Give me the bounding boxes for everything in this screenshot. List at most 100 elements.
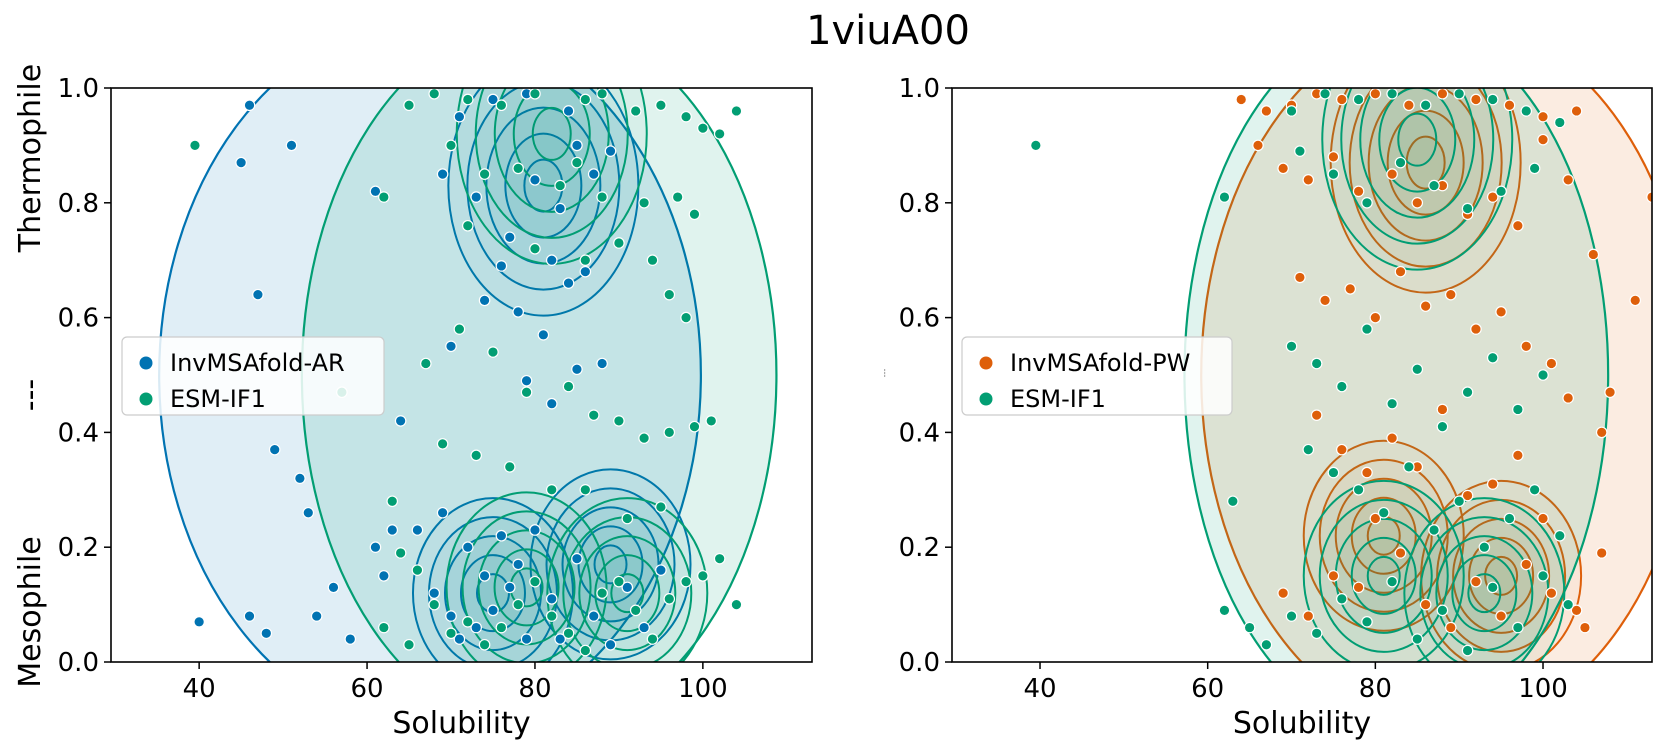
data-point (369, 185, 382, 198)
data-point (512, 558, 524, 571)
data-point (252, 288, 264, 301)
data-point (1495, 610, 1507, 622)
data-point (663, 426, 676, 439)
data-point (487, 604, 499, 617)
data-point (1486, 351, 1499, 364)
data-point (545, 254, 558, 267)
x-tick-label: 60 (1191, 674, 1224, 704)
legend-box (961, 336, 1233, 416)
kde-contour-ring (1397, 112, 1438, 167)
data-point (638, 621, 650, 634)
data-point (1285, 340, 1298, 353)
data-point (478, 570, 491, 582)
data-point (189, 139, 201, 152)
data-point (1537, 570, 1549, 582)
data-point (562, 105, 575, 117)
data-point (1319, 88, 1331, 100)
data-point (1436, 88, 1449, 100)
data-point (545, 397, 558, 410)
data-point (571, 363, 583, 376)
points-invmsafold-ar (193, 88, 667, 651)
kde-contour-ring (474, 88, 629, 239)
data-point (730, 598, 743, 611)
data-point (596, 587, 608, 599)
right-panel: 40 60 80 100 0.0 0.2 0.4 0.6 0.8 1.0 Solubility ---… (880, 74, 1653, 741)
x-tick-label: 100 (1518, 674, 1568, 704)
y-axis-label-thermophile: Thermophile (13, 64, 48, 253)
data-point (1310, 357, 1323, 370)
data-point (512, 598, 524, 611)
data-point (1403, 461, 1415, 473)
data-point (1486, 478, 1499, 490)
data-point (663, 593, 676, 605)
data-point (604, 638, 617, 651)
data-point (386, 524, 399, 536)
data-point (638, 197, 650, 209)
data-point (1537, 133, 1549, 146)
data-point (1319, 294, 1331, 307)
kde-contour-ring (1302, 439, 1465, 632)
data-point (1595, 426, 1608, 439)
data-point (1361, 323, 1373, 335)
data-point (1495, 185, 1507, 198)
kde-contour-ring (493, 88, 610, 213)
data-point (445, 627, 457, 640)
data-point (680, 110, 692, 123)
data-point (378, 621, 390, 634)
data-point (713, 128, 726, 140)
data-point (1629, 294, 1642, 307)
data-point (1394, 547, 1407, 559)
data-point (478, 168, 491, 180)
data-point (537, 329, 550, 341)
data-point (461, 219, 474, 232)
data-point (285, 139, 298, 152)
data-point (562, 277, 575, 289)
data-point (571, 139, 583, 152)
data-point (529, 174, 541, 186)
data-point (587, 610, 600, 622)
data-point (1327, 151, 1340, 163)
data-point (1386, 432, 1398, 444)
data-point (1394, 265, 1407, 278)
data-point (512, 162, 524, 175)
kde-contour-ring (1340, 88, 1495, 245)
data-point (1336, 443, 1348, 456)
data-point (1646, 191, 1652, 203)
right-panel-axes-frame (951, 87, 1653, 663)
data-point (310, 610, 323, 622)
data-point (1285, 610, 1298, 622)
data-point (1470, 93, 1482, 106)
y-axis-label: --- (880, 369, 889, 378)
data-point (1428, 524, 1440, 536)
data-point (621, 512, 634, 525)
data-point (436, 168, 449, 180)
data-point (327, 581, 340, 594)
data-point (1302, 443, 1315, 456)
data-point (1386, 168, 1398, 180)
kde-contour-ring (493, 548, 560, 627)
data-point (503, 231, 516, 244)
data-point (562, 380, 575, 393)
data-point (461, 93, 474, 106)
data-point (655, 99, 667, 112)
data-point (1344, 283, 1357, 295)
data-point (688, 420, 701, 433)
data-point (529, 88, 541, 100)
data-point (428, 598, 441, 611)
data-point (1553, 116, 1566, 129)
legend-box (121, 336, 385, 416)
data-point (1386, 88, 1398, 100)
data-point (495, 260, 508, 272)
data-point (394, 415, 407, 427)
data-point (1411, 363, 1424, 376)
kde-contour-ring (455, 88, 648, 265)
data-point (520, 374, 533, 387)
data-point (596, 357, 608, 370)
data-point (1486, 93, 1499, 106)
data-point (1461, 644, 1474, 657)
data-point (1327, 168, 1340, 180)
data-point (461, 616, 474, 628)
data-point (1252, 139, 1264, 152)
data-point (1285, 105, 1298, 117)
y-tick-label: 0.8 (899, 189, 940, 219)
